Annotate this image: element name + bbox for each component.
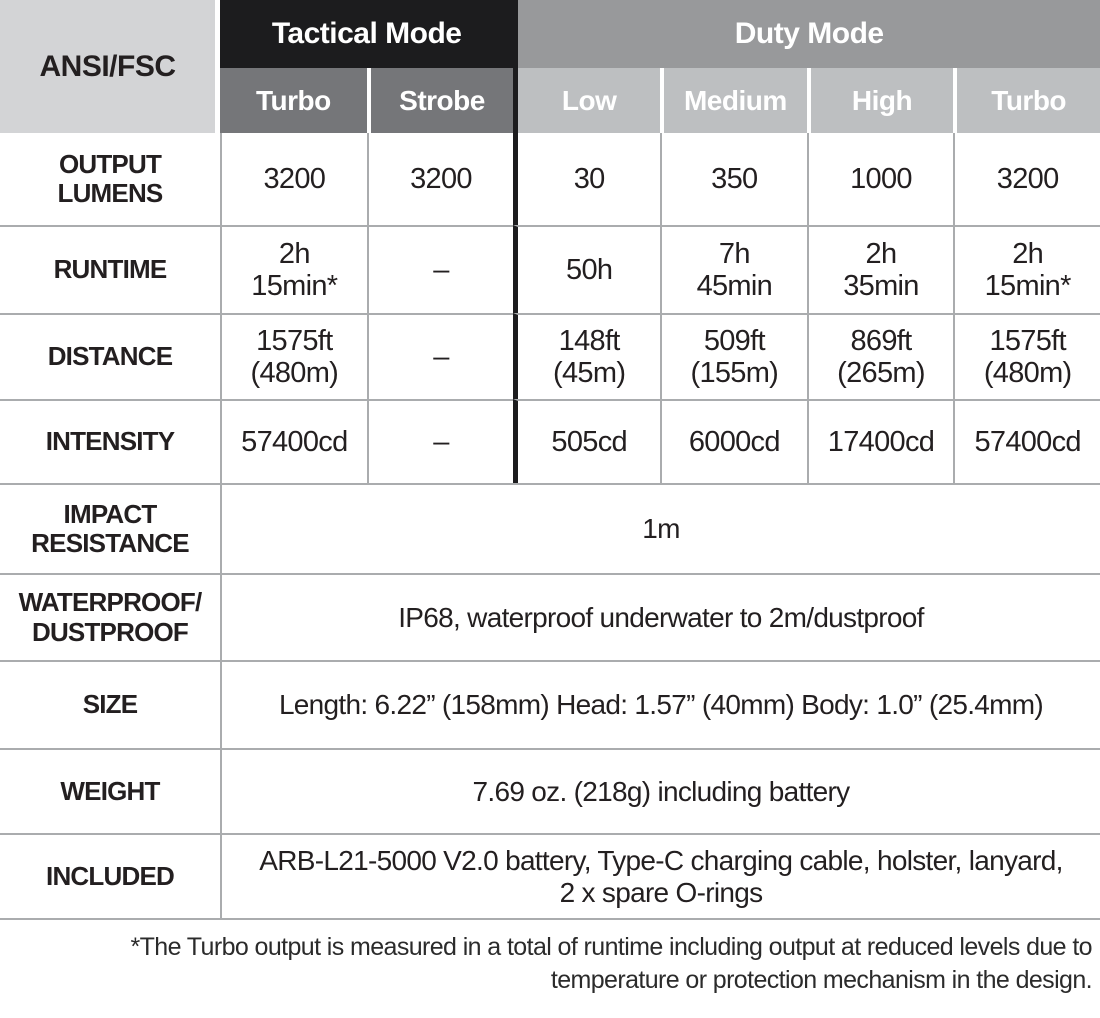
turbo-output-footnote: *The Turbo output is measured in a total… xyxy=(130,933,1093,994)
cell-intensity-tactical-turbo: 57400cd xyxy=(220,399,367,483)
cell-intensity-tactical-strobe: – xyxy=(366,399,514,483)
cell-intensity-duty-turbo: 57400cd xyxy=(953,399,1100,483)
cell-intensity-duty-medium: 6000cd xyxy=(660,399,807,483)
group-header-tactical-mode: Tactical Mode xyxy=(220,0,514,68)
cell-lumens-duty-high: 1000 xyxy=(806,133,954,225)
row-label-output-lumens: OUTPUT LUMENS xyxy=(0,133,220,225)
subheader-duty-turbo: Turbo xyxy=(953,68,1100,133)
cell-waterproof-dustproof-value: IP68, waterproof underwater to 2m/dustpr… xyxy=(220,573,1100,660)
subheader-tactical-strobe: Strobe xyxy=(366,68,514,133)
cell-distance-duty-turbo: 1575ft (480m) xyxy=(953,313,1100,399)
cell-intensity-duty-low: 505cd xyxy=(513,399,660,483)
cell-runtime-duty-low: 50h xyxy=(513,225,660,313)
cell-runtime-duty-high: 2h 35min xyxy=(806,225,954,313)
cell-lumens-tactical-strobe: 3200 xyxy=(366,133,514,225)
subheader-duty-low: Low xyxy=(513,68,660,133)
spec-table: ANSI/FSC Tactical Mode Duty Mode Turbo S… xyxy=(0,0,1100,920)
cell-included-value: ARB-L21-5000 V2.0 battery, Type-C chargi… xyxy=(220,833,1100,920)
row-label-weight: WEIGHT xyxy=(0,748,220,833)
cell-size-value: Length: 6.22” (158mm) Head: 1.57” (40mm)… xyxy=(220,660,1100,748)
cell-weight-value: 7.69 oz. (218g) including battery xyxy=(220,748,1100,833)
subheader-duty-high: High xyxy=(806,68,954,133)
row-label-runtime: RUNTIME xyxy=(0,225,220,313)
group-header-duty-mode: Duty Mode xyxy=(513,0,1100,68)
cell-lumens-tactical-turbo: 3200 xyxy=(220,133,367,225)
row-label-size: SIZE xyxy=(0,660,220,748)
row-label-distance: DISTANCE xyxy=(0,313,220,399)
cell-distance-tactical-strobe: – xyxy=(366,313,514,399)
row-label-waterproof-dustproof: WATERPROOF/ DUSTPROOF xyxy=(0,573,220,660)
cell-lumens-duty-low: 30 xyxy=(513,133,660,225)
cell-distance-duty-low: 148ft (45m) xyxy=(513,313,660,399)
cell-impact-resistance-value: 1m xyxy=(220,483,1100,573)
cell-distance-tactical-turbo: 1575ft (480m) xyxy=(220,313,367,399)
cell-intensity-duty-high: 17400cd xyxy=(806,399,954,483)
cell-runtime-duty-medium: 7h 45min xyxy=(660,225,807,313)
subheader-duty-medium: Medium xyxy=(660,68,807,133)
cell-distance-duty-medium: 509ft (155m) xyxy=(660,313,807,399)
cell-runtime-tactical-strobe: – xyxy=(366,225,514,313)
subheader-tactical-turbo: Turbo xyxy=(220,68,367,133)
cell-lumens-duty-medium: 350 xyxy=(660,133,807,225)
cell-runtime-duty-turbo: 2h 15min* xyxy=(953,225,1100,313)
row-label-intensity: INTENSITY xyxy=(0,399,220,483)
cell-distance-duty-high: 869ft (265m) xyxy=(806,313,954,399)
cell-lumens-duty-turbo: 3200 xyxy=(953,133,1100,225)
cell-runtime-tactical-turbo: 2h 15min* xyxy=(220,225,367,313)
corner-header-ansi-fsc: ANSI/FSC xyxy=(0,0,220,133)
row-label-impact-resistance: IMPACT RESISTANCE xyxy=(0,483,220,573)
row-label-included: INCLUDED xyxy=(0,833,220,920)
